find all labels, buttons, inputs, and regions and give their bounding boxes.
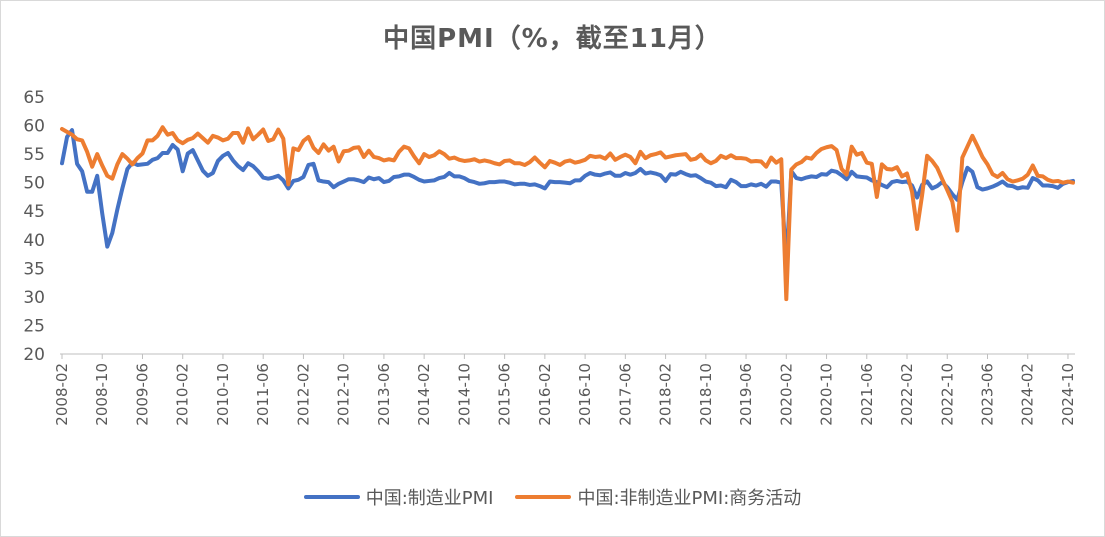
x-tick-label: 2013-06	[375, 363, 393, 426]
y-tick-label: 40	[23, 231, 45, 251]
y-tick-label: 60	[23, 117, 45, 137]
y-tick-label: 35	[23, 259, 45, 279]
x-tick-label: 2016-10	[576, 363, 594, 426]
x-tick-label: 2016-02	[536, 363, 554, 426]
x-tick-label: 2010-10	[214, 363, 232, 426]
chart-legend: 中国:制造业PMI 中国:非制造业PMI:商务活动	[0, 484, 1105, 510]
y-tick-label: 65	[23, 88, 45, 108]
series-line-manufacturing-pmi	[60, 128, 1075, 267]
y-tick-label: 20	[23, 345, 45, 365]
x-tick-label: 2011-06	[254, 363, 272, 426]
x-tick-label: 2017-06	[616, 363, 634, 426]
y-tick-label: 30	[23, 288, 45, 308]
x-tick-label: 2014-02	[415, 363, 433, 426]
x-tick-label: 2018-10	[697, 363, 715, 426]
series-line-non-manufacturing-pmi	[60, 125, 1075, 302]
legend-label-manufacturing-pmi: 中国:制造业PMI	[365, 488, 494, 509]
x-tick-label: 2008-02	[53, 363, 71, 426]
y-tick-label: 45	[23, 202, 45, 222]
x-tick-label: 2010-02	[174, 363, 192, 426]
chart-title: 中国PMI（%，截至11月）	[383, 24, 722, 54]
x-tick-label: 2024-10	[1059, 363, 1077, 426]
x-tick-label: 2019-06	[737, 363, 755, 426]
x-tick-label: 2020-10	[818, 363, 836, 426]
series-lines	[60, 125, 1075, 302]
x-tick-label: 2020-02	[777, 363, 795, 426]
y-tick-label: 25	[23, 316, 45, 336]
y-tick-label: 55	[23, 145, 45, 165]
x-axis-ticks: 2008-02 2008-10 2009-06 2010-02 2010-10 2011-…	[53, 354, 1077, 426]
x-tick-label: 2008-10	[93, 363, 111, 426]
x-tick-label: 2024-02	[1019, 363, 1037, 426]
x-tick-label: 2015-06	[496, 363, 514, 426]
y-axis-ticks: 20 25 30 35 40 45 50 55 60 65	[23, 88, 45, 365]
x-tick-label: 2023-06	[978, 363, 996, 426]
x-tick-label: 2012-02	[294, 363, 312, 426]
legend-item-manufacturing-pmi: 中国:制造业PMI	[303, 484, 494, 510]
x-tick-label: 2014-10	[455, 363, 473, 426]
x-tick-label: 2022-10	[938, 363, 956, 426]
legend-label-non-manufacturing-pmi: 中国:非制造业PMI:商务活动	[577, 488, 802, 509]
legend-swatch-manufacturing-pmi	[303, 495, 360, 499]
x-tick-label: 2022-02	[898, 363, 916, 426]
legend-item-non-manufacturing-pmi: 中国:非制造业PMI:商务活动	[515, 484, 801, 510]
x-tick-label: 2012-10	[335, 363, 353, 426]
x-tick-label: 2021-06	[858, 363, 876, 426]
x-tick-label: 2018-02	[657, 363, 675, 426]
y-tick-label: 50	[23, 174, 45, 194]
x-tick-label: 2009-06	[133, 363, 151, 426]
legend-swatch-non-manufacturing-pmi	[515, 495, 572, 499]
